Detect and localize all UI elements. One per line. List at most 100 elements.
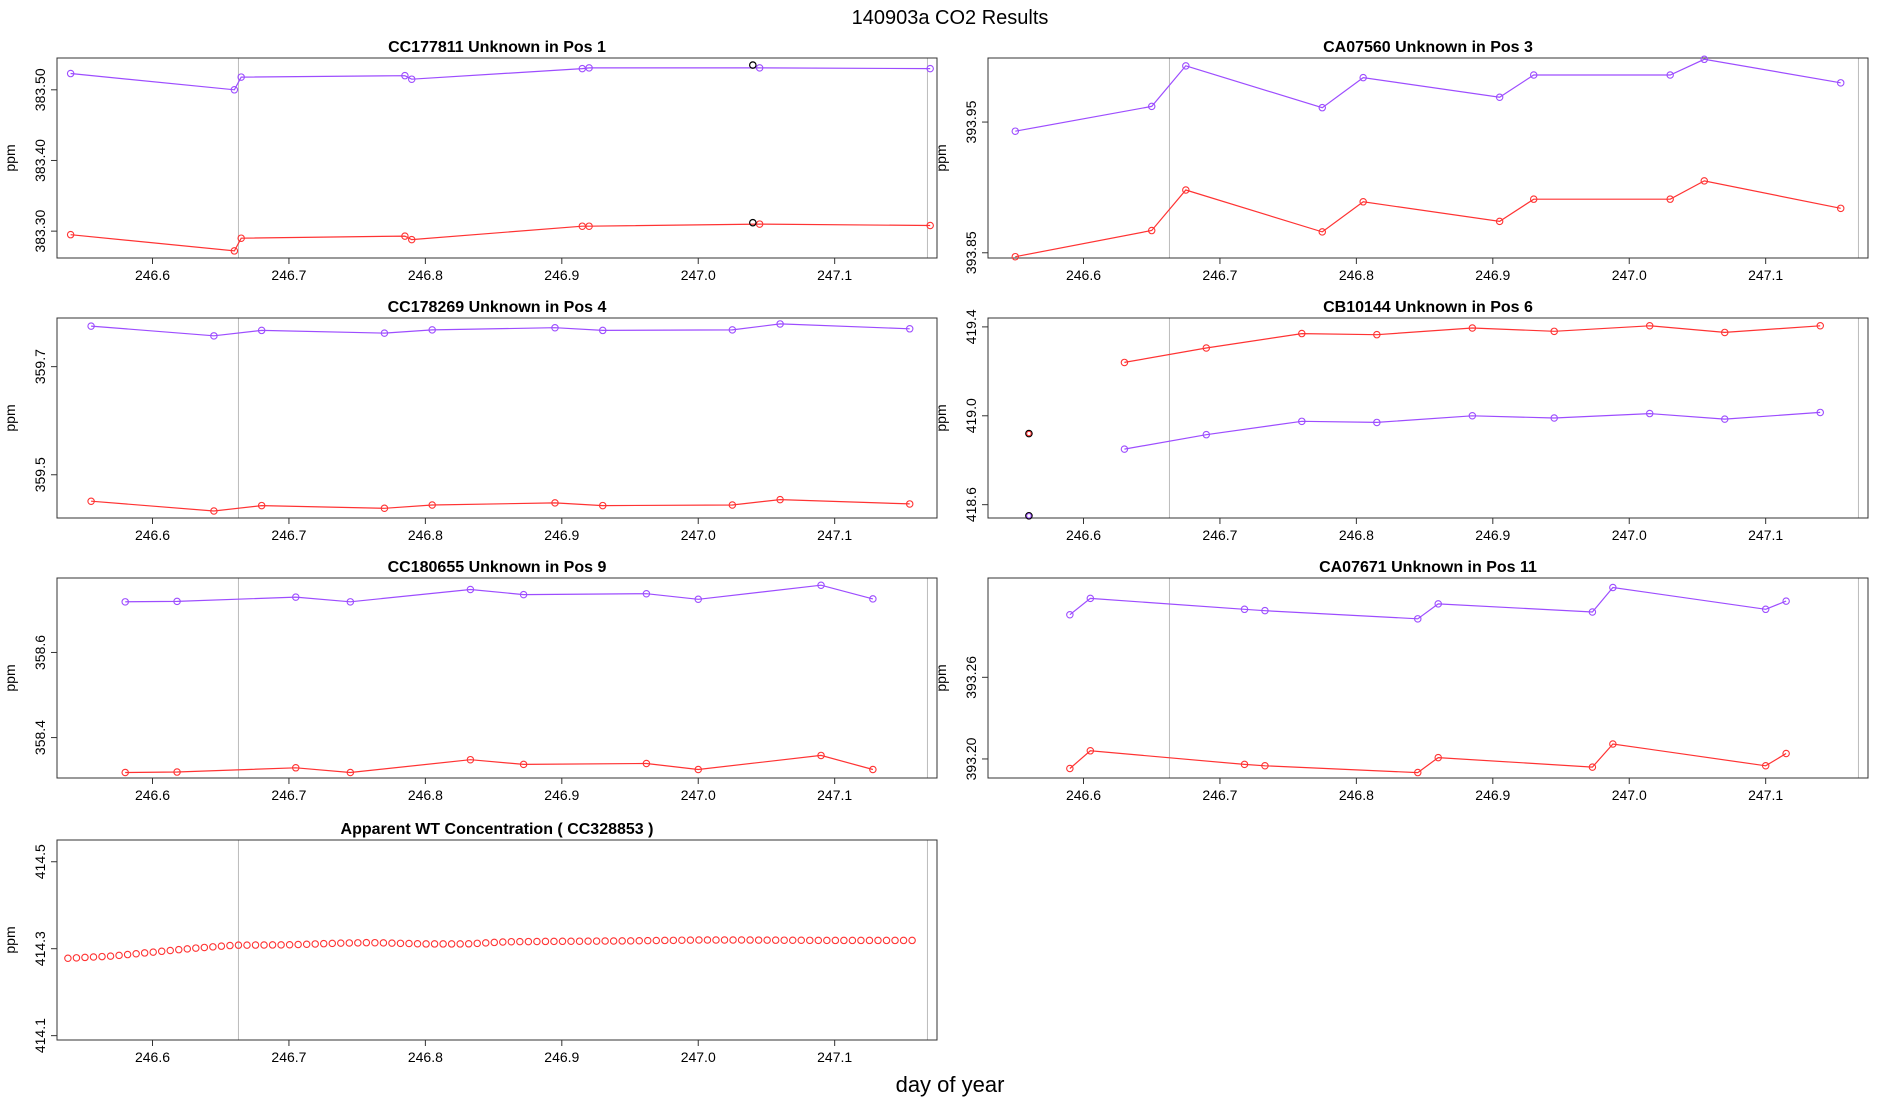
data-point bbox=[1816, 408, 1824, 417]
panel-title: CA07671 Unknown in Pos 11 bbox=[1319, 559, 1537, 576]
chart-panel: CC177811 Unknown in Pos 1 ppm 246.6 246.7 24… bbox=[2, 39, 938, 283]
data-point bbox=[669, 936, 678, 945]
x-tick-label: 246.9 bbox=[544, 267, 579, 283]
data-point bbox=[686, 936, 695, 944]
x-tick-label: 247.1 bbox=[1748, 787, 1783, 803]
data-point bbox=[857, 936, 865, 945]
data-point bbox=[1550, 327, 1558, 336]
data-point bbox=[379, 939, 388, 947]
data-point bbox=[891, 936, 899, 945]
data-point bbox=[1086, 594, 1095, 603]
data-point bbox=[456, 940, 464, 948]
data-point bbox=[1318, 103, 1327, 112]
data-point bbox=[173, 768, 181, 776]
data-point bbox=[257, 326, 266, 335]
series-line bbox=[1124, 411, 1821, 450]
y-axis-label: ppm bbox=[2, 404, 18, 431]
y-tick-label: 359.7 bbox=[32, 349, 48, 384]
series-line bbox=[70, 223, 931, 252]
data-point bbox=[439, 940, 447, 948]
data-point bbox=[1182, 62, 1190, 70]
data-point bbox=[209, 943, 217, 951]
data-point bbox=[98, 952, 106, 961]
data-point bbox=[814, 936, 823, 945]
flagged-point-inner bbox=[1026, 513, 1032, 519]
flagged-point bbox=[1025, 511, 1033, 520]
y-axis-label: ppm bbox=[933, 664, 949, 691]
data-point bbox=[1261, 606, 1269, 615]
data-point bbox=[1182, 186, 1190, 194]
data-point bbox=[407, 235, 416, 244]
y-tick-label: 393.85 bbox=[963, 231, 979, 274]
data-point bbox=[371, 938, 379, 947]
data-point bbox=[926, 221, 934, 230]
data-point bbox=[776, 495, 784, 504]
data-point bbox=[519, 760, 528, 769]
data-point bbox=[1202, 344, 1211, 352]
data-point bbox=[337, 939, 345, 947]
data-point bbox=[1666, 71, 1674, 79]
y-tick-label: 358.6 bbox=[32, 635, 48, 670]
data-point bbox=[1550, 414, 1558, 422]
x-tick-label: 246.9 bbox=[544, 1049, 579, 1065]
data-point bbox=[567, 937, 575, 945]
data-point bbox=[1120, 445, 1129, 453]
flagged-point-inner bbox=[1026, 430, 1032, 437]
data-point bbox=[66, 69, 75, 78]
data-point bbox=[652, 936, 661, 945]
data-point bbox=[428, 326, 436, 334]
data-point bbox=[237, 234, 245, 242]
data-point bbox=[87, 497, 95, 505]
data-point bbox=[1645, 322, 1654, 330]
x-tick-label: 246.7 bbox=[271, 527, 306, 543]
data-point bbox=[848, 936, 857, 945]
y-axis-label: ppm bbox=[2, 664, 18, 691]
data-point bbox=[405, 939, 413, 948]
x-tick-label: 246.9 bbox=[544, 787, 579, 803]
chart-panel: Apparent WT Concentration ( CC328853 ) pp… bbox=[2, 821, 938, 1065]
series-line bbox=[1069, 586, 1787, 620]
data-point bbox=[466, 755, 475, 764]
panel-title: CA07560 Unknown in Pos 3 bbox=[1323, 39, 1533, 56]
data-point bbox=[192, 944, 200, 952]
x-tick-label: 247.1 bbox=[1748, 267, 1783, 283]
x-tick-label: 246.8 bbox=[1339, 787, 1374, 803]
data-point bbox=[87, 322, 95, 330]
flagged-point bbox=[1025, 429, 1033, 438]
data-point bbox=[388, 939, 396, 947]
data-point bbox=[430, 940, 439, 948]
data-point bbox=[926, 64, 934, 73]
data-point bbox=[558, 937, 567, 946]
series-line bbox=[1015, 58, 1841, 132]
y-axis-label: ppm bbox=[933, 144, 949, 171]
data-point bbox=[260, 941, 268, 949]
data-point bbox=[230, 247, 239, 255]
series-line bbox=[125, 584, 874, 603]
data-point bbox=[1373, 330, 1381, 339]
x-tick-label: 246.7 bbox=[271, 1049, 306, 1065]
data-point bbox=[499, 938, 507, 946]
x-tick-label: 246.9 bbox=[1475, 527, 1510, 543]
data-point bbox=[1782, 749, 1790, 758]
data-point bbox=[210, 332, 218, 340]
data-point bbox=[1761, 762, 1770, 770]
data-point bbox=[694, 595, 702, 604]
data-point bbox=[1011, 252, 1020, 261]
panel-title: Apparent WT Concentration ( CC328853 ) bbox=[341, 821, 654, 838]
y-tick-label: 383.50 bbox=[32, 68, 48, 111]
x-tick-label: 246.7 bbox=[271, 267, 306, 283]
y-tick-label: 383.30 bbox=[32, 210, 48, 253]
data-point bbox=[294, 940, 302, 949]
data-point bbox=[149, 948, 157, 956]
x-axis-label: day of year bbox=[896, 1072, 1005, 1097]
data-point bbox=[1147, 102, 1156, 111]
data-point bbox=[585, 222, 593, 230]
data-point bbox=[1609, 583, 1617, 592]
data-point bbox=[516, 937, 524, 946]
data-point bbox=[422, 940, 430, 948]
y-axis-label: ppm bbox=[2, 144, 18, 171]
series-line bbox=[1069, 743, 1787, 774]
data-point bbox=[268, 941, 277, 949]
data-point bbox=[551, 323, 559, 332]
y-tick-label: 393.26 bbox=[963, 656, 979, 699]
